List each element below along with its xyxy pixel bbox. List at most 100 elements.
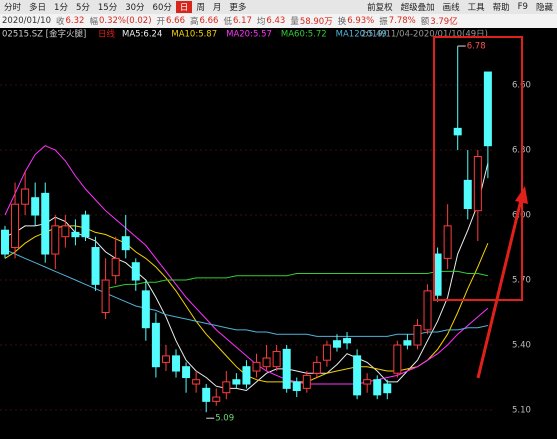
candle-body	[51, 225, 60, 255]
toolbar-button[interactable]: 超级叠加	[400, 3, 435, 13]
toolbar-button[interactable]: F9	[517, 2, 528, 12]
candle-body	[282, 348, 291, 389]
candle-body	[453, 127, 462, 136]
candle-body	[343, 338, 352, 344]
y-tick-label: 5.10	[512, 406, 531, 416]
quote-label: 收	[56, 17, 65, 27]
quote-value: 7.78%	[388, 16, 416, 26]
quote-label: 量	[290, 17, 299, 27]
quote-label: 额	[420, 17, 430, 27]
highlight-box	[433, 36, 523, 301]
quote-value: 58.90万	[299, 17, 333, 27]
candle-body	[332, 340, 341, 348]
min-label: 5.09	[215, 414, 234, 424]
range-label: 2019/11/04-2020/01/10(49日)	[361, 30, 488, 40]
toolbar-button[interactable]: 工具	[467, 3, 485, 13]
toolbar-button[interactable]: 30分	[125, 3, 145, 13]
quote-value: 6.66	[199, 16, 219, 26]
candle-body	[483, 71, 492, 147]
candle-body	[262, 357, 271, 368]
candle-body	[31, 197, 40, 216]
candle-body	[232, 379, 241, 385]
toolbar-button[interactable]: 隐藏	[535, 3, 553, 13]
ma-line	[4, 145, 489, 385]
candle-body	[111, 257, 120, 277]
legend-period: 日线	[98, 29, 116, 40]
max-label: 6.78	[467, 42, 486, 52]
arrow-head	[515, 186, 528, 204]
candle-body	[363, 379, 372, 385]
candle-body	[161, 355, 170, 363]
toolbar-button[interactable]: 15分	[97, 3, 118, 13]
candle-body	[151, 322, 160, 368]
candle-body	[61, 225, 70, 238]
quote-label: 均	[256, 17, 266, 27]
candle-body	[312, 361, 321, 374]
toolbar-button[interactable]: 1分	[54, 3, 68, 13]
quote-value: 6.32	[65, 16, 85, 26]
candle-body	[141, 290, 150, 329]
toolbar-button[interactable]: 分时	[4, 3, 22, 13]
arrow-shaft	[476, 199, 523, 379]
candle-body	[71, 231, 80, 238]
legend-entry: MA20:5.57	[226, 30, 272, 40]
candle-body	[252, 361, 261, 372]
toolbar-button[interactable]: 5分	[75, 3, 90, 13]
candle-body	[302, 374, 311, 389]
toolbar-button[interactable]: 更多	[229, 3, 247, 13]
candle-body	[353, 355, 362, 396]
candle-body	[322, 344, 331, 361]
candle-body	[373, 379, 382, 396]
candle-body	[202, 387, 211, 402]
candle-body	[272, 351, 281, 368]
candle-body	[292, 381, 301, 392]
legend-entry: MA10:5.87	[171, 30, 217, 40]
candle-body	[393, 344, 402, 374]
candle-body	[131, 262, 140, 281]
candle-body	[121, 236, 130, 251]
toolbar-button[interactable]: 月	[212, 3, 222, 13]
candle-body	[473, 156, 482, 212]
candle-body	[81, 214, 90, 238]
quote-value: 6.43	[266, 16, 286, 26]
quote-value: 0.32%(0.02)	[98, 16, 152, 26]
y-tick-label: 5.40	[512, 341, 531, 351]
candle-body	[192, 379, 201, 385]
candle-body	[182, 366, 191, 379]
ma-line	[105, 270, 489, 290]
toolbar-button[interactable]: 日	[175, 1, 193, 13]
toolbar-button[interactable]: 画线	[442, 3, 460, 13]
candle-body	[212, 396, 221, 402]
candle-body	[403, 340, 412, 346]
legend-entry: MA60:5.72	[281, 30, 327, 40]
candle-body	[11, 203, 20, 249]
quote-label: 振	[379, 17, 388, 27]
legend-entry: MA120:5.49	[336, 30, 387, 40]
candle-body	[443, 225, 452, 259]
candle-body	[242, 366, 251, 385]
chart: 02515.SZ [金字火腿] 2019/11/04-2020/01/10(49…	[0, 28, 557, 435]
quote-value: 6.17	[232, 16, 252, 26]
candle-body	[433, 253, 442, 296]
quote-date: 2020/01/10	[2, 16, 51, 26]
toolbar-button[interactable]: 周	[196, 3, 205, 13]
candle-body	[222, 381, 231, 394]
candle-body	[21, 188, 30, 205]
candle-body	[41, 192, 50, 255]
candle-body	[172, 355, 181, 372]
toolbar-button[interactable]: 帮助	[492, 3, 510, 13]
candle-body	[91, 247, 100, 285]
toolbar-button[interactable]: 60分	[152, 3, 172, 13]
candle-body	[383, 383, 392, 394]
quote-label: 开	[156, 17, 166, 27]
toolbar: 分时 多日 1分 5分 15分 30分 60分日周月更多 前复权 超级叠加 画线 工具 帮助 F9 隐藏	[0, 0, 557, 14]
candle-body	[463, 179, 472, 210]
quote-label: 低	[223, 17, 232, 27]
symbol-title: 02515.SZ [金字火腿]	[2, 29, 86, 40]
toolbar-button[interactable]: 多日	[29, 3, 47, 13]
candle-body	[413, 325, 422, 346]
quote-value: 6.66	[166, 16, 185, 26]
toolbar-button[interactable]: 前复权	[367, 3, 393, 13]
candle-body	[1, 229, 9, 255]
